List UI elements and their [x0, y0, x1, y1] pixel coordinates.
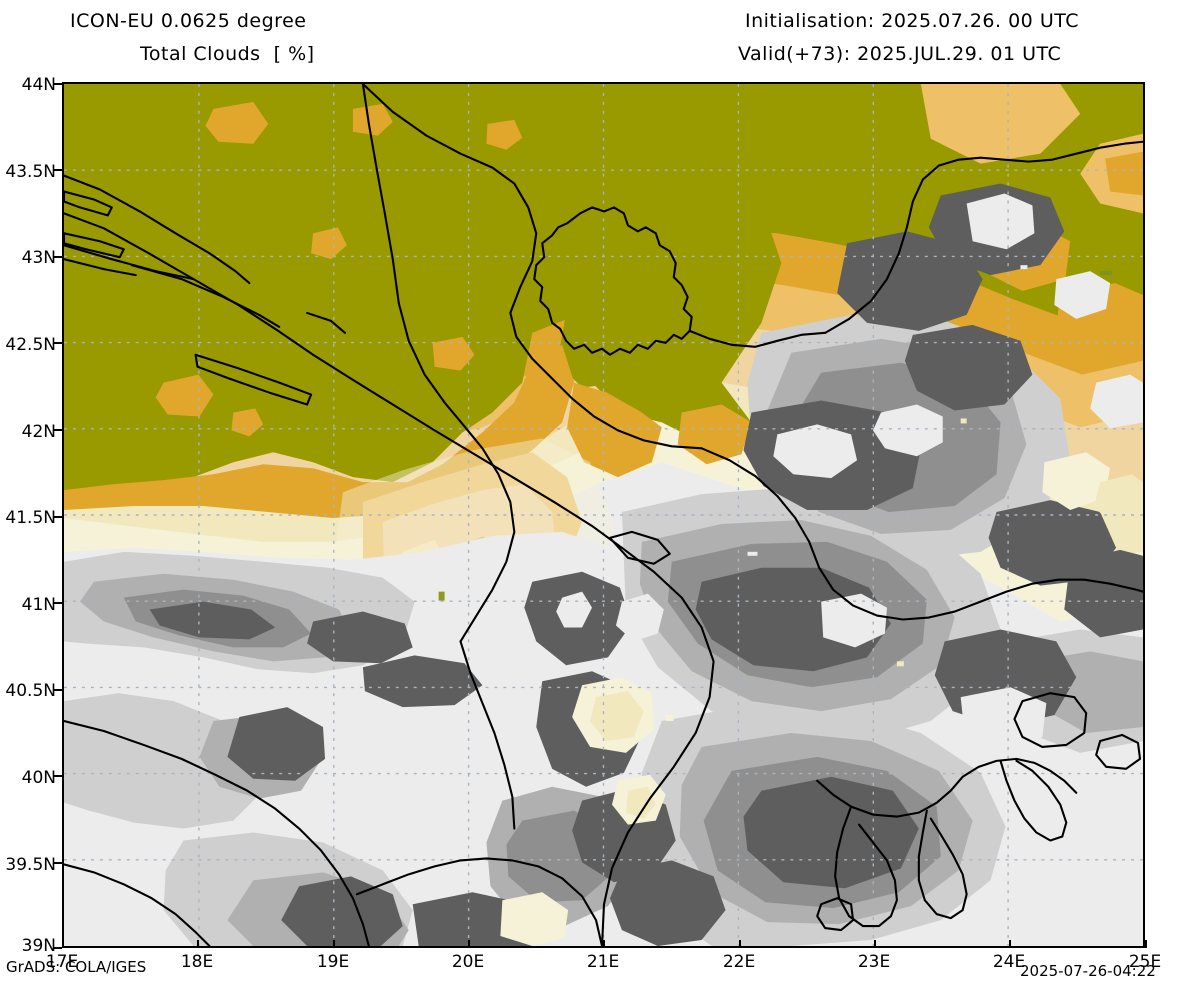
x-tick-label-19e: 19E [316, 952, 350, 972]
x-tick-label-20e: 20E [451, 952, 485, 972]
x-tick-mark [739, 940, 741, 948]
map-plot-area[interactable] [62, 82, 1145, 948]
y-tick-label-40-5n: 40.5N [5, 681, 56, 701]
model-title: ICON-EU 0.0625 degree [70, 10, 307, 32]
x-tick-label-24e: 24E [992, 952, 1026, 972]
y-tick-mark [54, 775, 62, 777]
y-tick-label-42-5n: 42.5N [5, 335, 56, 355]
x-tick-mark [62, 940, 64, 948]
y-tick-label-44n: 44N [21, 75, 56, 95]
y-tick-label-39-5n: 39.5N [5, 855, 56, 875]
variable-title: Total Clouds [ %] [140, 43, 315, 65]
y-tick-label-43-5n: 43.5N [5, 162, 56, 182]
y-tick-mark [54, 602, 62, 604]
y-tick-mark [54, 429, 62, 431]
y-tick-mark [54, 689, 62, 691]
y-tick-mark [54, 342, 62, 344]
render-timestamp: 2025-07-26-04:22 [1020, 962, 1156, 980]
y-tick-label-39n: 39N [21, 936, 56, 956]
initialisation-label: Initialisation: 2025.07.26. 00 UTC [745, 10, 1079, 32]
y-tick-label-42n: 42N [21, 422, 56, 442]
x-tick-mark [603, 940, 605, 948]
x-tick-label-22e: 22E [722, 952, 756, 972]
x-tick-mark [468, 940, 470, 948]
x-tick-label-23e: 23E [857, 952, 891, 972]
y-tick-label-41n: 41N [21, 595, 56, 615]
x-tick-label-21e: 21E [586, 952, 620, 972]
grads-credit: GrADS: COLA/IGES [6, 958, 147, 976]
y-tick-mark [54, 256, 62, 258]
x-tick-label-18e: 18E [180, 952, 214, 972]
x-tick-mark [1009, 940, 1011, 948]
x-tick-label-25e: 25E [1128, 952, 1162, 972]
y-tick-mark [54, 83, 62, 85]
cloud-cover-heatmap [64, 84, 1143, 946]
y-tick-mark [54, 516, 62, 518]
y-tick-mark [54, 947, 62, 949]
x-tick-mark [197, 940, 199, 948]
y-tick-label-41-5n: 41.5N [5, 508, 56, 528]
x-tick-mark [333, 940, 335, 948]
y-tick-label-43n: 43N [21, 248, 56, 268]
x-tick-label-17e: 17E [45, 952, 79, 972]
x-tick-mark [1145, 940, 1147, 948]
y-tick-mark [54, 862, 62, 864]
y-tick-label-40n: 40N [21, 768, 56, 788]
x-tick-mark [874, 940, 876, 948]
valid-time-label: Valid(+73): 2025.JUL.29. 01 UTC [738, 43, 1062, 65]
y-tick-mark [54, 169, 62, 171]
